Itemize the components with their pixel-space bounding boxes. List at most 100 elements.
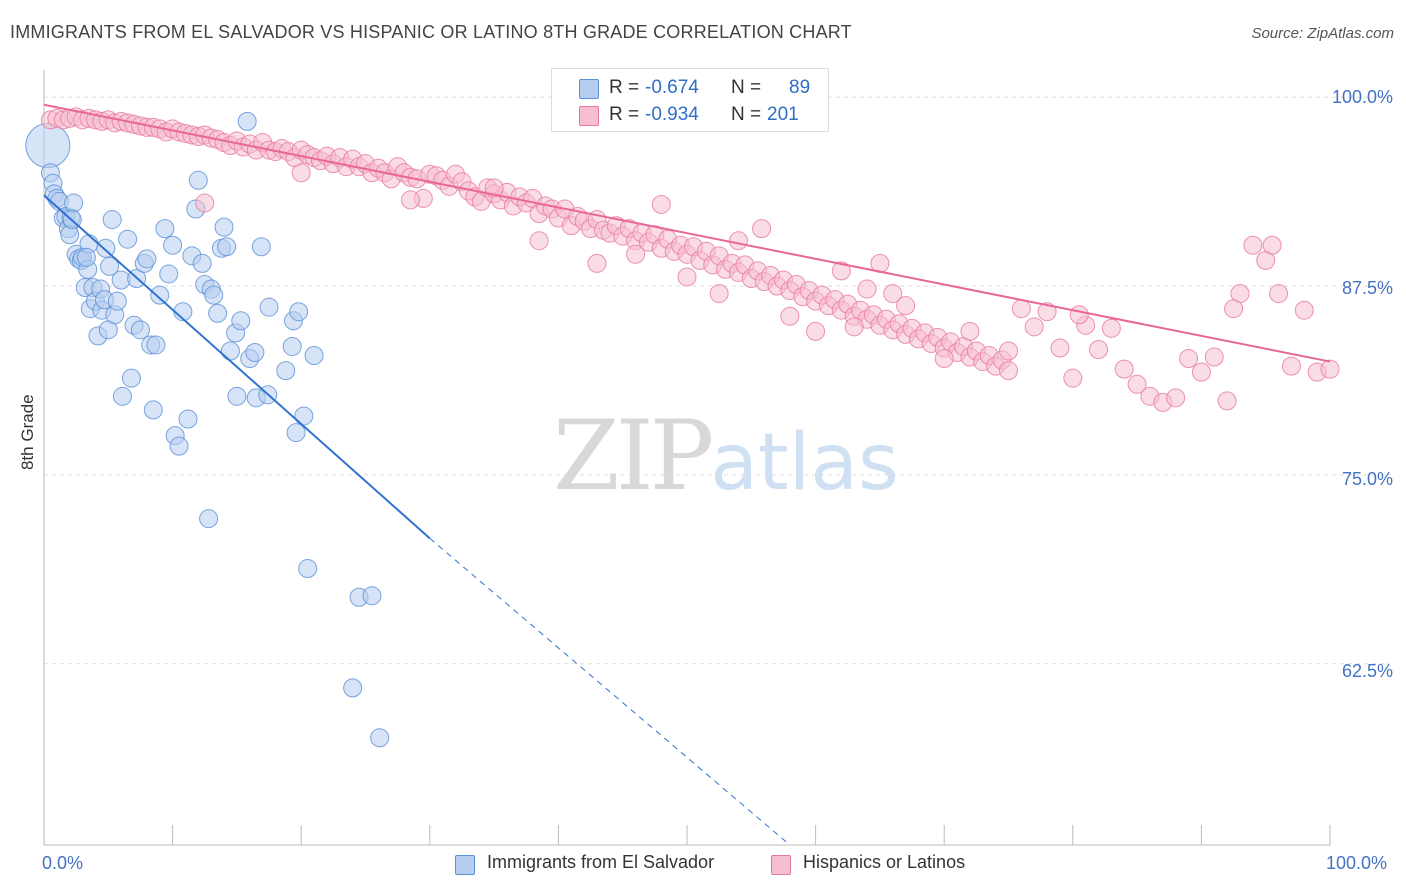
x-tick-label-min: 0.0% (42, 853, 84, 873)
blue-point-75 (276, 361, 296, 381)
pink-point-197 (1320, 359, 1340, 379)
blue-point-26 (96, 238, 116, 258)
pink-point-158 (677, 267, 697, 287)
pink-point-168 (883, 284, 903, 304)
blue-point-11 (64, 193, 84, 213)
pink-point-155 (587, 253, 607, 273)
stats-row-pink: R = -0.934 N = 201 (552, 101, 828, 127)
blue-point-82 (304, 346, 324, 366)
pink-point-175 (1037, 302, 1057, 322)
blue-point-35 (121, 368, 141, 388)
pink-point-151 (291, 163, 311, 183)
blue-point-80 (294, 406, 314, 426)
blue-point-42 (143, 400, 163, 420)
pink-point-156 (626, 244, 646, 264)
blue-point-70 (245, 343, 265, 363)
legend-blue-label: Immigrants from El Salvador (487, 852, 715, 872)
pink-point-169 (896, 296, 916, 316)
y-tick-label-75: 75.0% (1341, 469, 1393, 489)
pink-point-162 (780, 306, 800, 326)
pink-point-160 (728, 231, 748, 251)
blue-point-34 (118, 229, 138, 249)
pink-point-164 (831, 261, 851, 281)
blue-point-79 (289, 302, 309, 322)
blue-point-47 (163, 235, 183, 255)
blue-point-88 (76, 247, 96, 267)
pink-point-194 (1281, 356, 1301, 376)
pink-point-173 (1011, 299, 1031, 319)
blue-point-46 (159, 264, 179, 284)
x-tick-label-max: 100.0% (1326, 853, 1388, 873)
blue-point-51 (178, 409, 198, 429)
pink-point-188 (1204, 347, 1224, 367)
pink-point-165 (844, 317, 864, 337)
y-axis-title: 8th Grade (18, 394, 37, 470)
blue-point-28 (100, 256, 120, 276)
stats-row-blue: R = -0.674 N = 89 (552, 74, 828, 100)
blue-point-49 (169, 436, 189, 456)
chart-title: IMMIGRANTS FROM EL SALVADOR VS HISPANIC … (10, 22, 852, 42)
blue-point-62 (214, 217, 234, 237)
blue-point-55 (192, 253, 212, 273)
pink-point-198 (1262, 235, 1282, 255)
pink-point-161 (752, 219, 772, 239)
blue-point-76 (282, 336, 302, 356)
blue-point-85 (362, 586, 382, 606)
blue-n-label: N = (731, 77, 762, 98)
blue-r-value: -0.674 (645, 77, 699, 98)
blue-n-value: 89 (789, 77, 811, 98)
pink-point-195 (1294, 300, 1314, 320)
pink-point-177 (1063, 368, 1083, 388)
blue-point-44 (150, 285, 170, 305)
blue-r-label: R = (609, 77, 640, 98)
pink-swatch (579, 106, 599, 126)
y-tick-label-62-5: 62.5% (1341, 661, 1393, 681)
blue-trend-line (43, 194, 431, 540)
pink-point-174 (1024, 317, 1044, 337)
blue-point-74 (259, 297, 279, 317)
legend-pink-label: Hispanics or Latinos (803, 852, 966, 872)
blue-point-43 (146, 335, 166, 355)
blue-point-0 (25, 123, 71, 169)
pink-point-176 (1050, 338, 1070, 358)
blue-point-33 (112, 386, 132, 406)
pink-point-166 (857, 279, 877, 299)
pink-point-157 (651, 194, 671, 214)
legend-blue-swatch (455, 855, 475, 875)
blue-swatch (579, 79, 599, 99)
pink-point-191 (1243, 235, 1263, 255)
blue-point-59 (204, 285, 224, 305)
pink-point-199 (1224, 299, 1244, 319)
pink-point-149 (999, 361, 1018, 381)
pink-point-186 (1179, 349, 1199, 369)
blue-point-63 (217, 237, 237, 257)
pink-point-185 (1166, 388, 1186, 408)
pink-n-value: 201 (767, 104, 799, 125)
pink-point-179 (1089, 339, 1109, 359)
legend-pink-swatch (771, 855, 791, 875)
blue-trend-extension (429, 537, 791, 846)
blue-point-72 (251, 237, 271, 257)
blue-point-81 (298, 559, 318, 579)
pink-point-159 (709, 284, 729, 304)
blue-point-67 (231, 311, 251, 331)
pink-n-label: N = (731, 104, 762, 125)
blue-point-29 (102, 210, 122, 230)
blue-point-60 (208, 303, 228, 323)
blue-point-83 (343, 678, 363, 698)
blue-point-54 (188, 170, 208, 190)
pink-point-171 (960, 321, 980, 341)
y-tick-label-87-5: 87.5% (1341, 278, 1393, 298)
pink-point-170 (934, 349, 954, 369)
pink-point-150 (195, 193, 215, 213)
blue-point-78 (286, 423, 306, 443)
watermark-zip: ZIP (553, 400, 714, 512)
pink-point-181 (1114, 359, 1134, 379)
pink-point-153 (484, 178, 504, 198)
pink-point-180 (1101, 318, 1121, 338)
pink-point-152 (401, 190, 421, 210)
pink-point-154 (529, 231, 549, 251)
pink-r-label: R = (609, 104, 640, 125)
blue-point-57 (199, 509, 219, 529)
